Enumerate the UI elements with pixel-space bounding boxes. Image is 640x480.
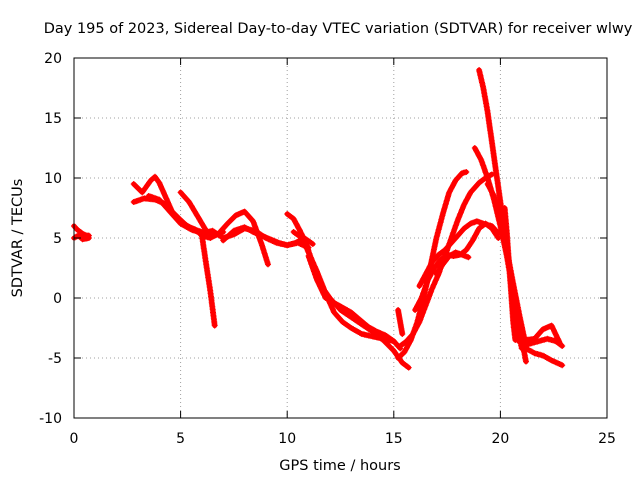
plot-frame: [73, 57, 608, 419]
y-tick-label: 15: [44, 111, 62, 127]
series-markers: [433, 249, 472, 277]
x-axis-label: GPS time / hours: [279, 458, 400, 474]
series-arc-22: [514, 322, 564, 347]
chart-title: Day 195 of 2023, Sidereal Day-to-day VTE…: [44, 21, 633, 37]
series-markers: [305, 253, 404, 352]
series-arc-24: [518, 335, 566, 349]
series-markers: [518, 335, 566, 349]
series-markers: [501, 205, 525, 343]
series-arc-16: [416, 218, 502, 289]
series-markers: [395, 307, 406, 337]
series-arc-11: [305, 253, 404, 352]
axis-ticks: 0 5 10 15 20 25 -10 -5 0 5 10 15 20: [39, 51, 616, 447]
series-markers: [514, 322, 564, 347]
data-series: [71, 67, 566, 371]
y-tick-label: -10: [39, 411, 62, 427]
x-tick-label: 5: [176, 431, 185, 447]
y-tick-label: -5: [48, 351, 62, 367]
y-tick-label: 20: [44, 51, 62, 67]
series-arc-9: [284, 211, 412, 371]
series-arc-17: [433, 249, 472, 277]
series-arc-6: [177, 189, 227, 239]
series-markers: [177, 189, 227, 239]
series-markers: [416, 218, 502, 289]
x-tick-label: 10: [278, 431, 296, 447]
y-tick-label: 5: [53, 231, 62, 247]
series-markers: [290, 229, 397, 345]
grid: [74, 58, 607, 418]
x-tick-label: 25: [598, 431, 616, 447]
y-tick-label: 10: [44, 171, 62, 187]
series-markers: [284, 211, 412, 371]
series-arc-14: [395, 307, 406, 337]
x-tick-label: 0: [70, 431, 79, 447]
x-tick-label: 15: [385, 431, 403, 447]
series-arc-7: [198, 232, 218, 329]
x-tick-label: 20: [491, 431, 509, 447]
y-axis-label: SDTVAR / TECUs: [10, 179, 26, 298]
series-arc-10: [290, 229, 397, 345]
y-tick-label: 0: [53, 291, 62, 307]
series-markers: [198, 232, 218, 329]
